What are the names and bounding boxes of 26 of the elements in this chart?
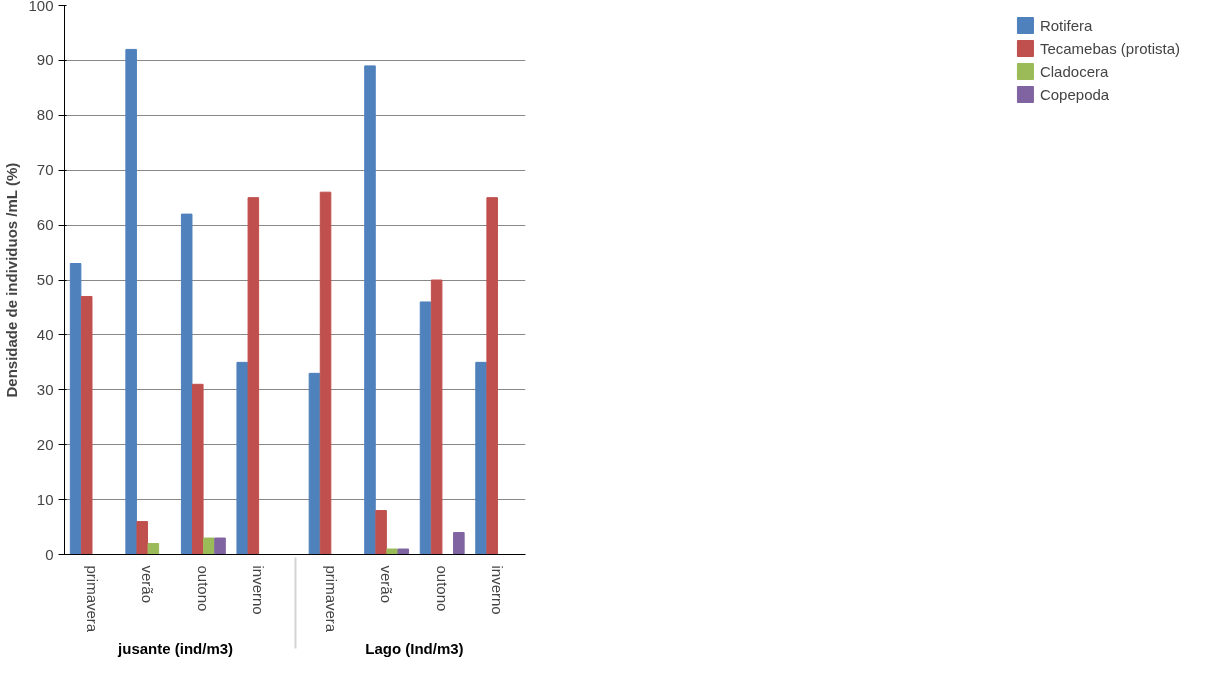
x-tick-label: verão [378, 565, 396, 604]
legend-label: Tecamebas (protista) [1039, 39, 1180, 57]
y-tick-label: 40 [36, 325, 54, 343]
x-tick-label: verão [139, 565, 157, 604]
y-tick-label: 50 [36, 271, 54, 288]
x-tick-label: primavera [322, 565, 340, 633]
y-tick-label: 10 [36, 490, 54, 508]
y-tick-label: 80 [36, 106, 54, 124]
legend-label: Rotifera [1039, 16, 1093, 34]
x-tick-label: inverno [489, 565, 507, 615]
text: jusante (ind/m3) [117, 640, 234, 658]
y-tick-label: 30 [36, 380, 54, 398]
x-tick-label: inverno [250, 565, 268, 615]
y-tick-label: 60 [36, 216, 54, 234]
x-tick-label: outono [433, 565, 451, 612]
y-axis-title: Densidade de individuos /mL (%) [3, 162, 21, 398]
y-tick-label: 90 [36, 51, 54, 69]
y-tick-label: 20 [36, 435, 54, 453]
legend-label: Copepoda [1039, 85, 1110, 103]
x-tick-label: primavera [83, 565, 101, 633]
y-tick-label: 100 [28, 0, 54, 14]
y-tick-label: 0 [45, 545, 54, 563]
y-tick-label: 70 [36, 161, 54, 179]
legend-label: Cladocera [1039, 62, 1109, 80]
x-tick-label: outono [194, 565, 212, 612]
text: Lago (Ind/m3) [365, 640, 464, 658]
